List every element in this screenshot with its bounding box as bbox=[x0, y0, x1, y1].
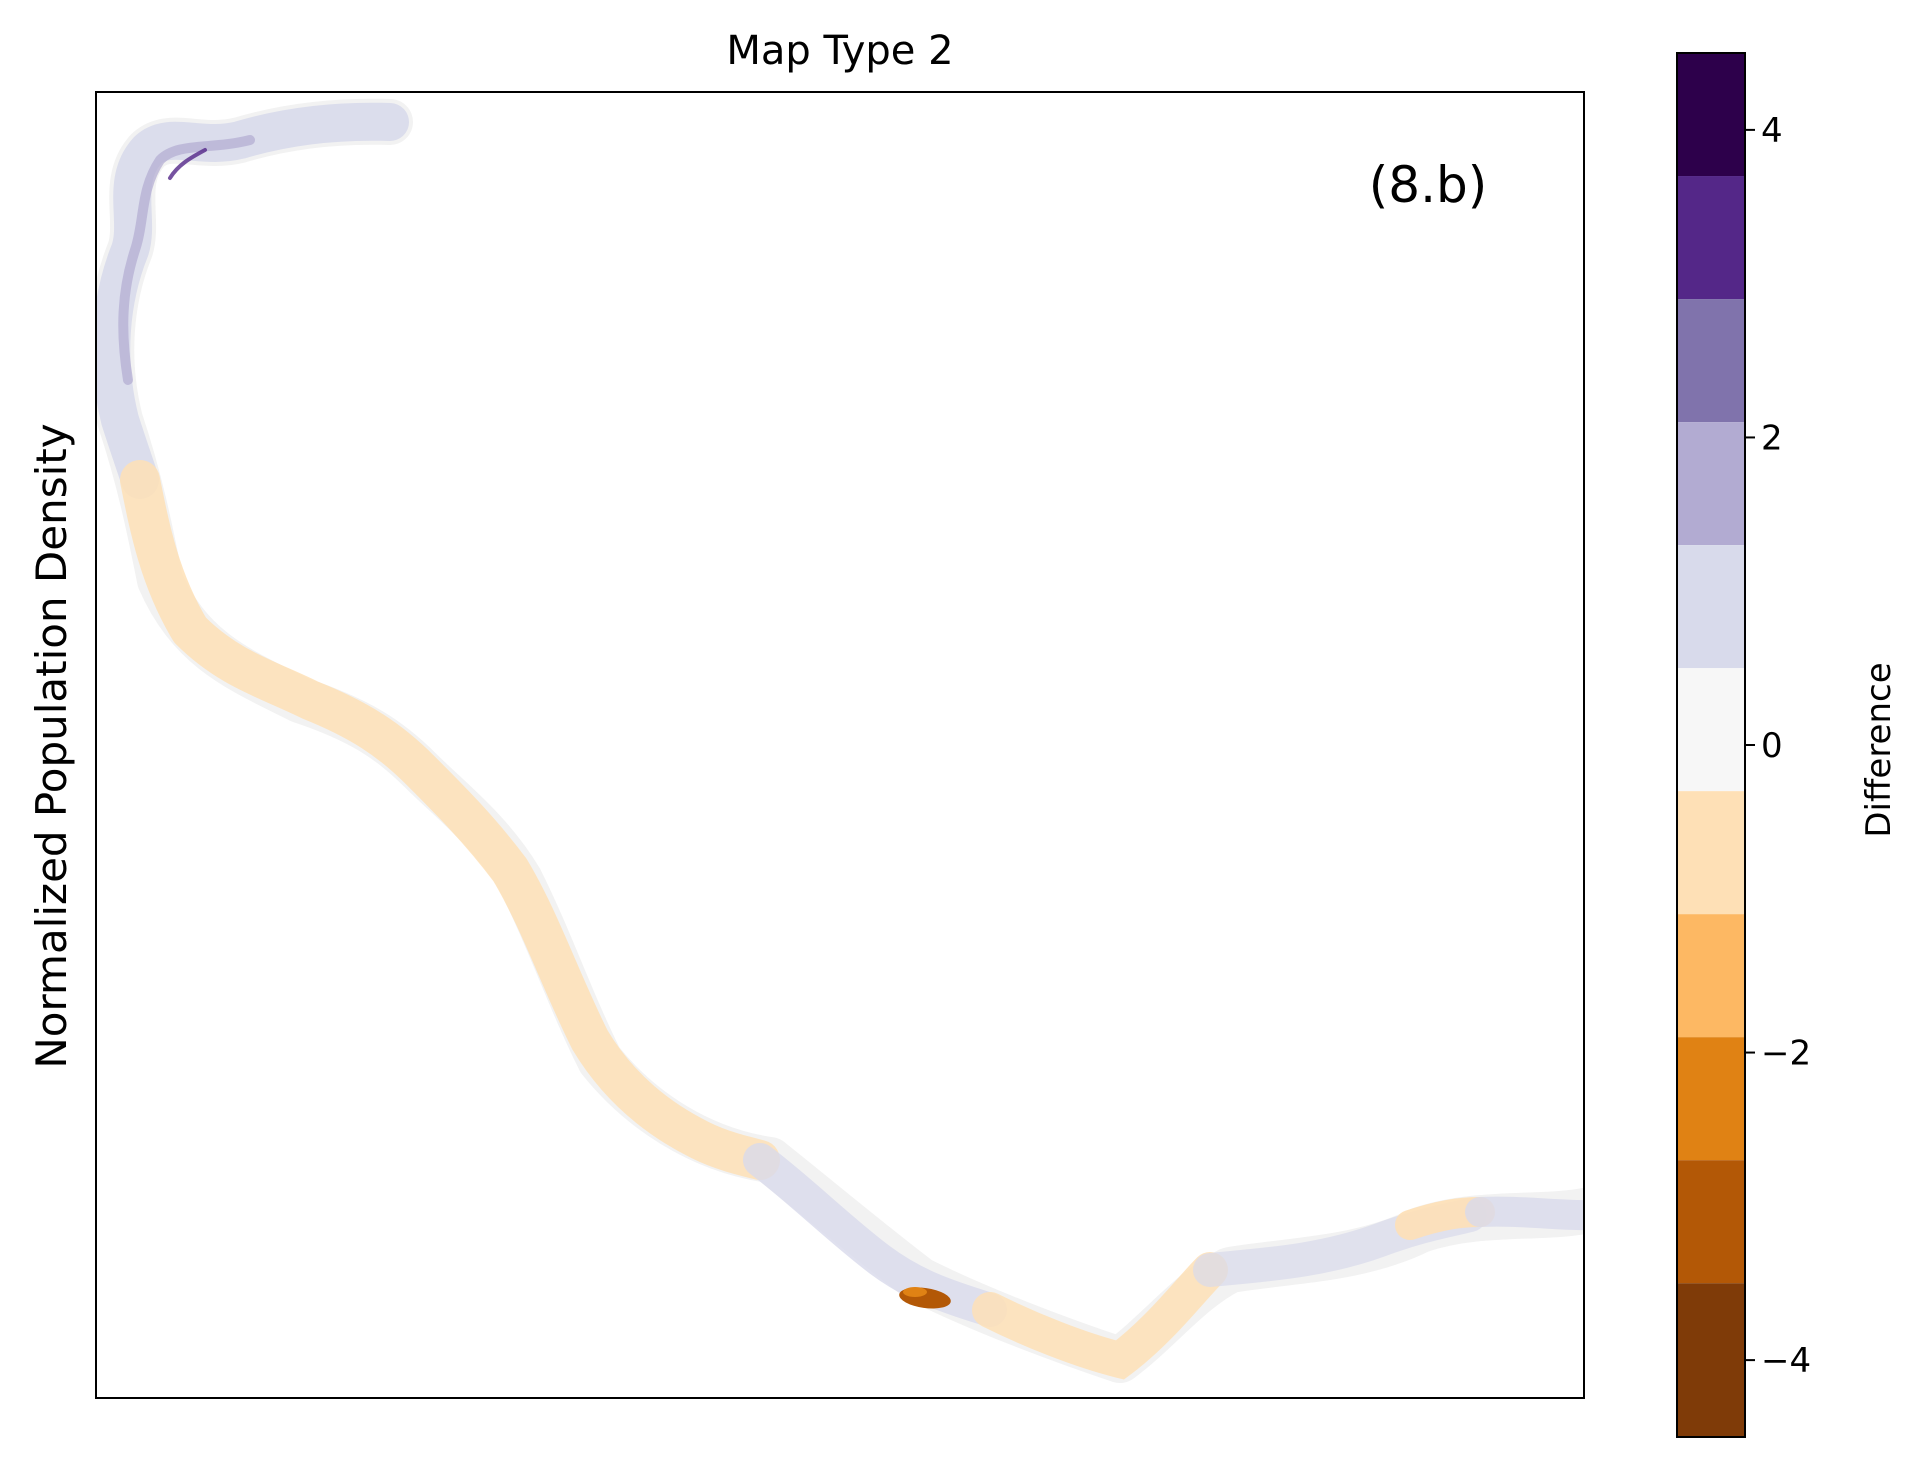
corridor-positive-upper bbox=[96, 102, 409, 499]
colorbar-tick-label: 2 bbox=[1761, 418, 1783, 458]
chart-title: Map Type 2 bbox=[726, 28, 953, 74]
corridor-hotspot-edge bbox=[903, 1287, 927, 1297]
colorbar-tick-label: −2 bbox=[1761, 1034, 1811, 1074]
colorbar: 4 2 0 −2 −4 Difference bbox=[1676, 52, 1899, 1438]
colorbar-bin-7 bbox=[1677, 914, 1745, 1038]
corridor-negative-lower bbox=[972, 1252, 1228, 1380]
colorbar-bin-4 bbox=[1677, 545, 1745, 669]
corridor-positive-lower bbox=[743, 1143, 1007, 1327]
corridor-positive-far-east bbox=[1465, 1196, 1584, 1231]
colorbar-bin-10 bbox=[1677, 1283, 1745, 1437]
colorbar-bin-1 bbox=[1677, 176, 1745, 300]
colorbar-tick-label: −4 bbox=[1761, 1341, 1811, 1381]
panel-label: (8.b) bbox=[1369, 156, 1487, 214]
colorbar-bin-0 bbox=[1677, 53, 1745, 177]
colorbar-tick-label: 0 bbox=[1761, 726, 1783, 766]
map-area bbox=[96, 98, 1584, 1383]
colorbar-bins bbox=[1677, 53, 1745, 1437]
colorbar-label: Difference bbox=[1859, 662, 1899, 837]
river-corridor bbox=[96, 98, 1584, 1383]
colorbar-bin-2 bbox=[1677, 299, 1745, 423]
colorbar-bin-8 bbox=[1677, 1037, 1745, 1161]
corridor-strong-positive bbox=[168, 148, 207, 180]
colorbar-ticks: 4 2 0 −2 −4 bbox=[1745, 111, 1811, 1381]
colorbar-bin-6 bbox=[1677, 791, 1745, 915]
colorbar-bin-5 bbox=[1677, 668, 1745, 792]
axes-frame bbox=[95, 91, 1585, 1399]
colorbar-tick-label: 4 bbox=[1761, 111, 1783, 151]
corridor-negative-middle bbox=[120, 460, 780, 1180]
colorbar-bin-3 bbox=[1677, 422, 1745, 546]
corridor-base bbox=[96, 98, 1584, 1383]
corridor-positive-core bbox=[118, 135, 255, 385]
colorbar-bin-9 bbox=[1677, 1160, 1745, 1284]
y-axis-label: Normalized Population Density bbox=[27, 423, 76, 1068]
